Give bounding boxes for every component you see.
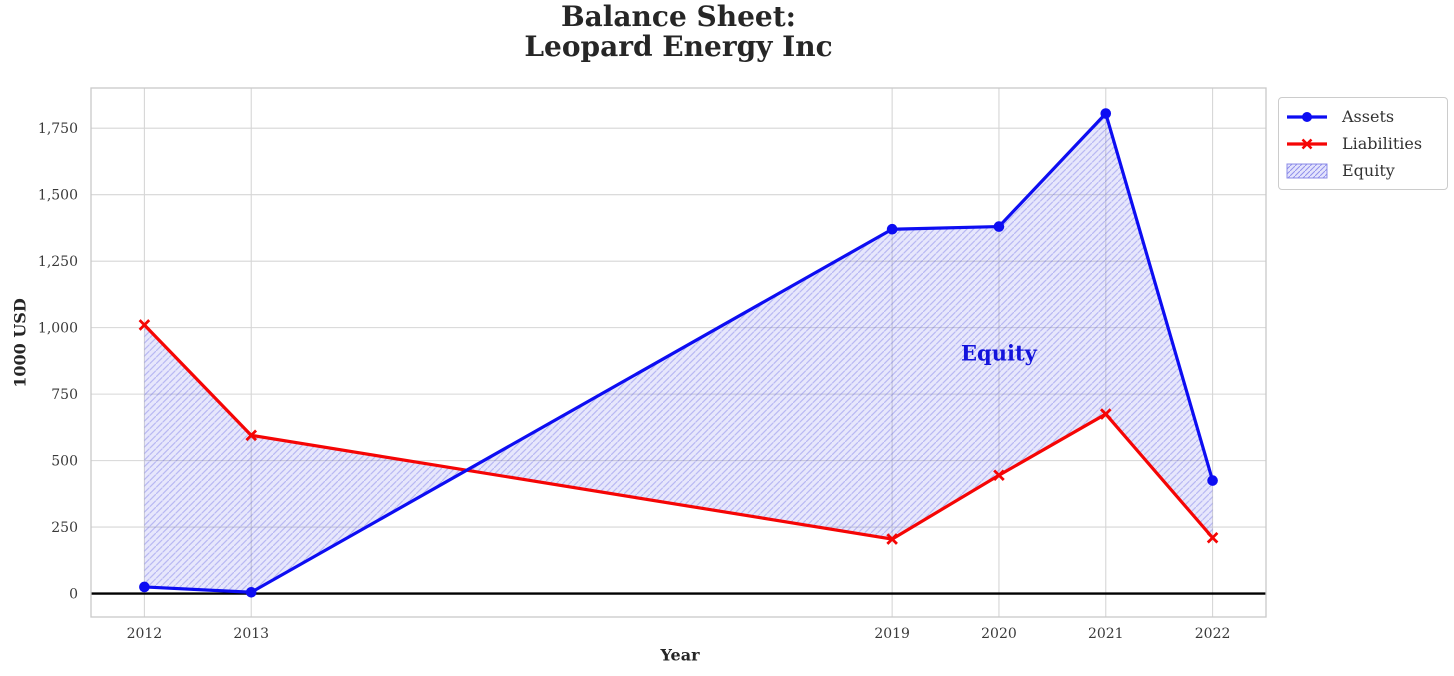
y-tick-label: 1,500 [38,188,78,204]
x-tick-labels: 2012 2013 2019 2020 2021 2022 [127,626,1231,642]
legend-label: Equity [1342,161,1395,180]
y-axis-label: 1000 USD [10,298,30,388]
liabilities-marker [1206,531,1219,544]
legend-label: Liabilities [1342,134,1423,153]
equity-legend-swatch [1286,163,1328,178]
assets-line [142,111,1215,594]
y-tick-label: 0 [69,587,78,603]
assets-series [139,108,1218,598]
chart-title-line1: Balance Sheet: [560,0,797,33]
liabilities-marker [886,533,898,545]
y-tick-labels: 0 250 500 750 1,000 1,250 1,500 1,750 [38,121,78,602]
chart-title: Balance Sheet: Leopard Energy Inc [91,2,1266,62]
legend: Assets Liabilities Equity [1278,97,1448,190]
x-axis-label: Year [660,645,700,665]
y-tick-label: 500 [51,454,78,470]
legend-item-liabilities: Liabilities [1285,130,1439,157]
assets-marker [886,223,898,235]
assets-marker [1100,108,1112,119]
liabilities-marker [245,429,258,442]
y-tick-label: 1,000 [38,321,78,337]
y-tick-label: 1,750 [38,121,78,137]
assets-legend-swatch [1287,111,1327,122]
legend-item-equity: Equity [1285,157,1439,184]
y-tick-label: 750 [51,387,78,403]
chart-title-line2: Leopard Energy Inc [524,30,833,63]
liabilities-marker [138,319,151,331]
assets-marker [245,586,257,598]
plot-border [90,87,1267,618]
equity-fill-area [144,113,1213,593]
y-tick-label: 250 [51,520,78,536]
x-tick-label: 2019 [874,626,910,642]
x-tick-label: 2012 [127,626,163,642]
liabilities-legend-swatch [1287,138,1327,149]
liabilities-series [138,319,1219,545]
assets-marker [139,581,150,593]
y-tick-label: 1,250 [38,254,78,270]
x-tick-label: 2022 [1195,626,1231,642]
liabilities-line [142,323,1215,541]
equity-annotation: Equity [961,340,1037,366]
assets-marker [993,221,1005,232]
x-tick-label: 2021 [1088,626,1124,642]
x-tick-label: 2020 [981,626,1017,642]
liabilities-marker [993,469,1005,482]
x-tick-label: 2013 [233,626,269,642]
legend-label: Assets [1342,107,1395,126]
assets-marker [1207,475,1218,486]
liabilities-marker [1099,408,1112,420]
legend-item-assets: Assets [1285,103,1439,130]
